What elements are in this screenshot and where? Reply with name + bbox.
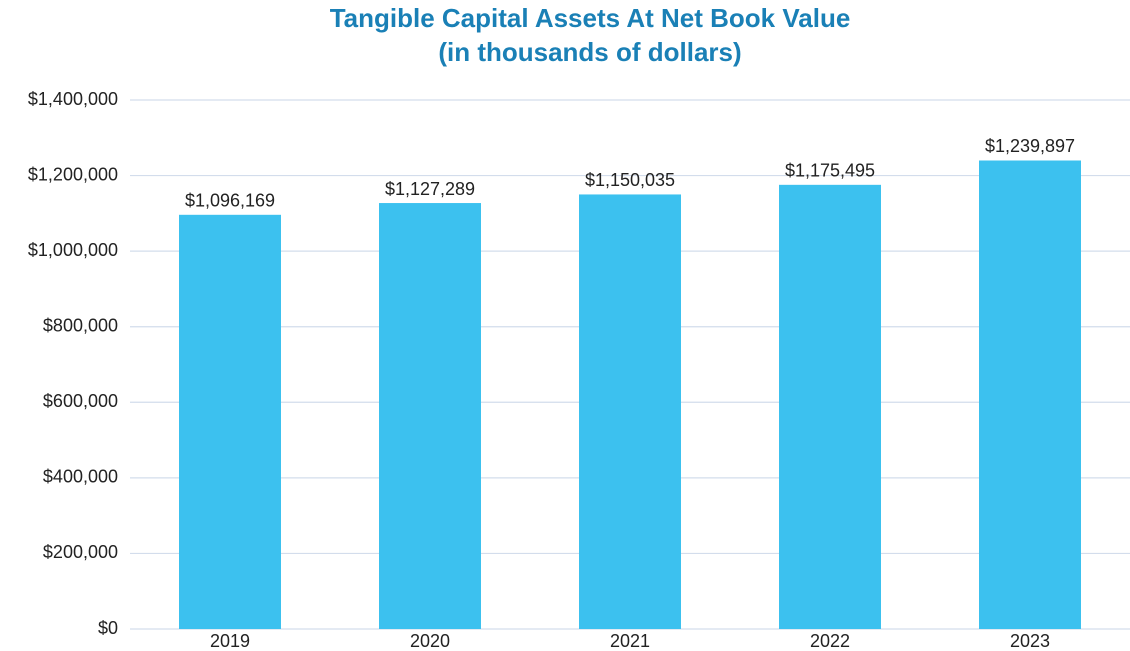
bar xyxy=(779,184,881,629)
y-tick-label: $200,000 xyxy=(43,542,118,562)
bar xyxy=(979,160,1081,629)
y-tick-label: $400,000 xyxy=(43,467,118,487)
bar xyxy=(179,214,281,629)
x-tick-label: 2021 xyxy=(610,631,650,651)
chart-title: Tangible Capital Assets At Net Book Valu… xyxy=(330,3,851,33)
value-label: $1,239,897 xyxy=(985,136,1075,156)
x-tick-label: 2020 xyxy=(410,631,450,651)
x-tick-label: 2022 xyxy=(810,631,850,651)
y-tick-label: $1,200,000 xyxy=(28,164,118,184)
value-label: $1,127,289 xyxy=(385,179,475,199)
bar xyxy=(379,203,481,630)
bar xyxy=(579,194,681,630)
x-tick-label: 2019 xyxy=(210,631,250,651)
value-label: $1,150,035 xyxy=(585,170,675,190)
value-label: $1,175,495 xyxy=(785,161,875,181)
y-tick-label: $800,000 xyxy=(43,315,118,335)
y-tick-label: $0 xyxy=(98,618,118,638)
value-label: $1,096,169 xyxy=(185,191,275,211)
x-tick-label: 2023 xyxy=(1010,631,1050,651)
y-tick-label: $1,000,000 xyxy=(28,240,118,260)
chart-subtitle: (in thousands of dollars) xyxy=(438,37,741,67)
y-tick-label: $600,000 xyxy=(43,391,118,411)
y-tick-label: $1,400,000 xyxy=(28,89,118,109)
